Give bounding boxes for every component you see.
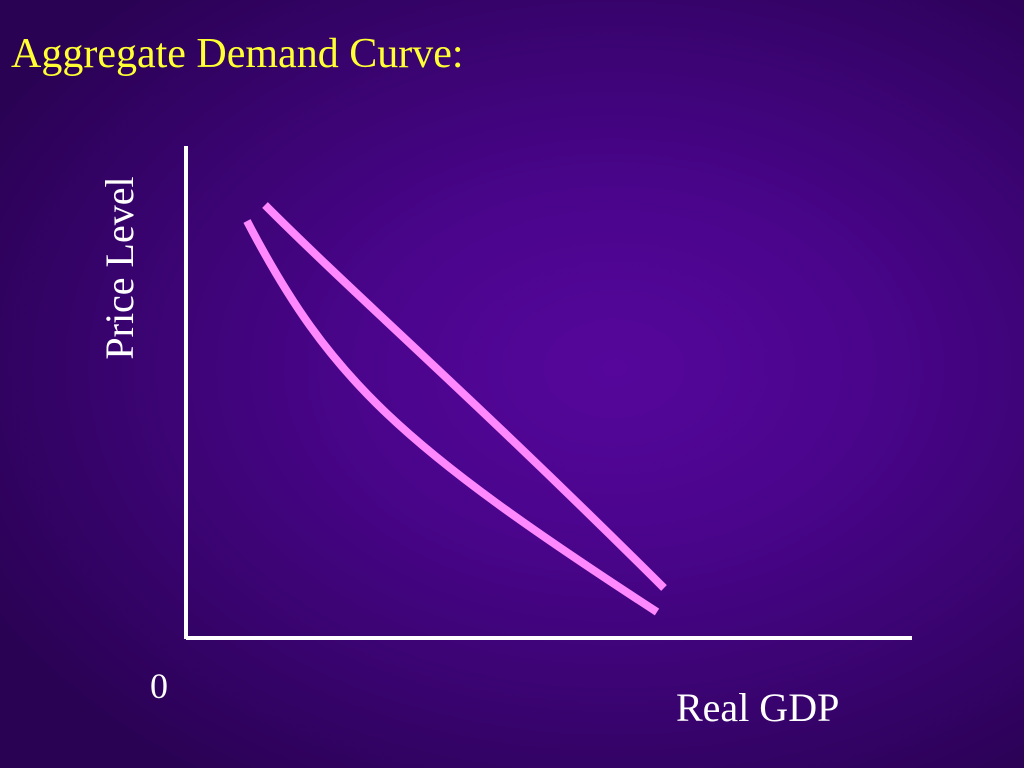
y-axis-label: Price Level: [97, 176, 142, 360]
demand-curve-convex: [243, 219, 660, 616]
slide-title: Aggregate Demand Curve:: [11, 31, 464, 77]
x-axis-label: Real GDP: [676, 685, 840, 730]
origin-label: 0: [150, 666, 168, 706]
demand-line-straight: [262, 202, 667, 591]
